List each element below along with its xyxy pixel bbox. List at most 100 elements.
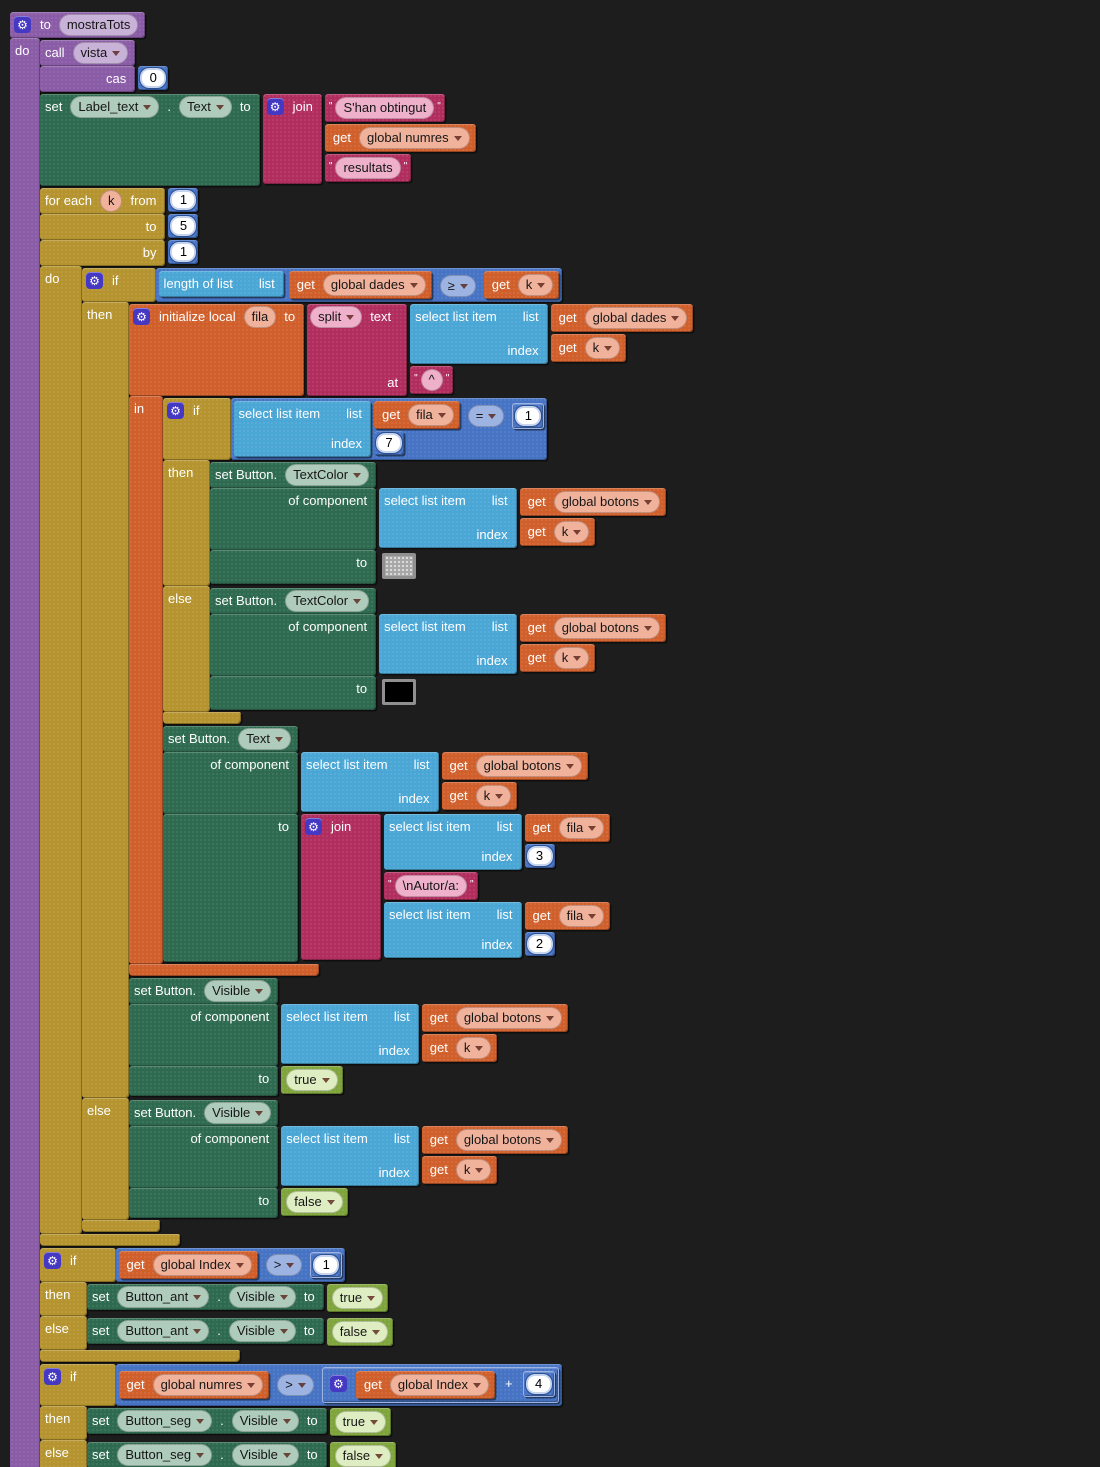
comparison-block[interactable]: get global numres > ⚙ get global Index +…: [115, 1364, 562, 1406]
select-list-item-block[interactable]: select list item list index get fila 3: [384, 814, 611, 870]
addition-block[interactable]: ⚙ get global Index + 4: [321, 1367, 559, 1403]
setter-header[interactable]: set Button. TextColor: [210, 588, 377, 614]
then-spine[interactable]: then: [82, 302, 129, 1098]
select-list-item-block[interactable]: select list item list index get: [410, 304, 694, 364]
variable-dropdown[interactable]: k: [553, 647, 590, 669]
string-field[interactable]: resultats: [335, 157, 401, 179]
variable-dropdown[interactable]: global dades: [322, 274, 426, 296]
component-dropdown[interactable]: Label_text: [70, 96, 160, 118]
setter-header[interactable]: set Button. TextColor: [210, 462, 377, 488]
method-dropdown[interactable]: vista: [72, 42, 129, 64]
split-dropdown[interactable]: split: [310, 306, 363, 328]
get-variable-block[interactable]: get k: [421, 1034, 498, 1062]
procedure-name-field[interactable]: mostraTots: [58, 14, 139, 36]
else-spine[interactable]: else: [82, 1098, 129, 1220]
get-variable-block[interactable]: get k: [550, 334, 627, 362]
string-block[interactable]: " S'han obtingut ": [324, 94, 445, 122]
if-foot[interactable]: [40, 1350, 240, 1362]
property-dropdown[interactable]: Visible: [231, 1410, 299, 1432]
mutator-gear-icon[interactable]: ⚙: [44, 1252, 61, 1269]
variable-dropdown[interactable]: k: [553, 521, 590, 543]
boolean-dropdown[interactable]: false: [334, 1445, 392, 1467]
property-dropdown[interactable]: Visible: [204, 980, 272, 1002]
variable-dropdown[interactable]: fila: [408, 404, 454, 426]
to-row[interactable]: to: [210, 676, 377, 710]
select-list-item-block[interactable]: select list item list index get global bot…: [379, 488, 667, 548]
set-label-text-block[interactable]: set Label_text . Text to ⚙ join: [40, 94, 476, 186]
set-visible-true-block[interactable]: set Button. Visible of component: [129, 978, 569, 1096]
variable-dropdown[interactable]: fila: [558, 905, 605, 927]
variable-dropdown[interactable]: fila: [558, 817, 605, 839]
procedure-do-spine[interactable]: do: [10, 38, 40, 1467]
property-dropdown[interactable]: Visible: [204, 1102, 272, 1124]
string-field[interactable]: ^: [420, 369, 443, 391]
property-dropdown[interactable]: Visible: [228, 1286, 296, 1308]
select-list-item-block[interactable]: select list item list index ge: [233, 401, 460, 457]
number-block[interactable]: 1: [168, 240, 199, 264]
get-variable-block[interactable]: get global dades: [288, 271, 432, 299]
number-field[interactable]: 0: [139, 67, 168, 89]
to-row[interactable]: to: [129, 1066, 279, 1096]
if-fila-block[interactable]: ⚙ if: [163, 398, 667, 724]
for-each-do-spine[interactable]: do: [40, 266, 82, 1234]
get-variable-block[interactable]: get global numres: [324, 124, 476, 152]
initialize-local-block[interactable]: ⚙ initialize local fila to: [129, 304, 694, 976]
string-block[interactable]: " \nAutor/a: ": [384, 872, 478, 900]
variable-dropdown[interactable]: k: [475, 785, 512, 807]
split-block[interactable]: split text at: [307, 304, 694, 396]
number-field[interactable]: 1: [312, 1254, 341, 1276]
number-field[interactable]: 1: [169, 189, 198, 211]
get-variable-block[interactable]: get fila: [374, 401, 460, 429]
number-block[interactable]: 1: [168, 188, 199, 212]
comparison-block[interactable]: get global Index > 1: [115, 1248, 346, 1282]
select-list-item-host[interactable]: select list item list index: [379, 614, 517, 674]
join-header[interactable]: ⚙ join: [262, 94, 322, 184]
select-list-item-block[interactable]: select list item list index get global bot…: [301, 752, 588, 812]
variable-dropdown[interactable]: global botons: [455, 1129, 563, 1151]
setter-header[interactable]: set Button. Text: [163, 726, 298, 752]
variable-dropdown[interactable]: global botons: [553, 617, 661, 639]
setter-header[interactable]: set Label_text . Text to: [40, 94, 260, 186]
get-variable-block[interactable]: get fila: [524, 902, 611, 930]
mutator-gear-icon[interactable]: ⚙: [329, 1375, 347, 1392]
join-header[interactable]: ⚙ join: [301, 814, 381, 960]
property-dropdown[interactable]: Visible: [231, 1444, 299, 1466]
then-spine[interactable]: then: [40, 1406, 87, 1440]
property-dropdown[interactable]: TextColor: [285, 464, 370, 486]
number-field[interactable]: 4: [524, 1373, 553, 1395]
get-variable-block[interactable]: get global botons: [421, 1126, 569, 1154]
get-variable-block[interactable]: get global dades: [550, 304, 694, 332]
string-field[interactable]: S'han obtingut: [335, 97, 435, 119]
get-variable-block[interactable]: get global Index: [355, 1371, 496, 1399]
if-header[interactable]: ⚙ if: [40, 1364, 116, 1406]
select-list-item-block[interactable]: select list item list index get global bot…: [281, 1004, 569, 1064]
comparison-block[interactable]: select list item list index ge: [230, 398, 548, 460]
to-row[interactable]: to: [163, 814, 298, 962]
if-index-block[interactable]: ⚙ if get global Index > 1: [40, 1248, 394, 1362]
variable-dropdown[interactable]: global numres: [358, 127, 470, 149]
operator-dropdown[interactable]: ≥: [439, 275, 476, 297]
number-field[interactable]: 2: [525, 933, 554, 955]
select-list-item-host[interactable]: select list item list index: [384, 814, 522, 870]
get-variable-block[interactable]: get global botons: [519, 614, 667, 642]
select-list-item-host[interactable]: select list item list index: [301, 752, 439, 812]
boolean-dropdown[interactable]: false: [286, 1191, 343, 1213]
for-each-by-row[interactable]: by: [40, 240, 166, 266]
string-block[interactable]: " ^ ": [410, 366, 454, 394]
else-spine[interactable]: else: [163, 586, 210, 712]
get-variable-block[interactable]: get global botons: [441, 752, 588, 780]
setter-header[interactable]: set Button_seg . Visible to: [87, 1442, 327, 1467]
select-list-item-host[interactable]: select list item list index: [233, 401, 372, 457]
to-row[interactable]: to: [210, 550, 377, 584]
string-field[interactable]: \nAutor/a:: [394, 875, 467, 897]
select-list-item-block[interactable]: select list item list index get fila 2: [384, 902, 611, 958]
set-button-text-block[interactable]: set Button. Text of component: [163, 726, 611, 962]
boolean-dropdown[interactable]: true: [334, 1411, 387, 1433]
call-header[interactable]: call vista: [40, 40, 136, 66]
mutator-gear-icon[interactable]: ⚙: [86, 272, 103, 289]
get-variable-block[interactable]: get k: [483, 271, 560, 299]
variable-dropdown[interactable]: k: [455, 1037, 492, 1059]
comparison-block[interactable]: length of list list get global dades ≥: [155, 268, 563, 302]
setter-header[interactable]: set Button_seg . Visible to: [87, 1408, 327, 1434]
variable-dropdown[interactable]: global botons: [455, 1007, 563, 1029]
